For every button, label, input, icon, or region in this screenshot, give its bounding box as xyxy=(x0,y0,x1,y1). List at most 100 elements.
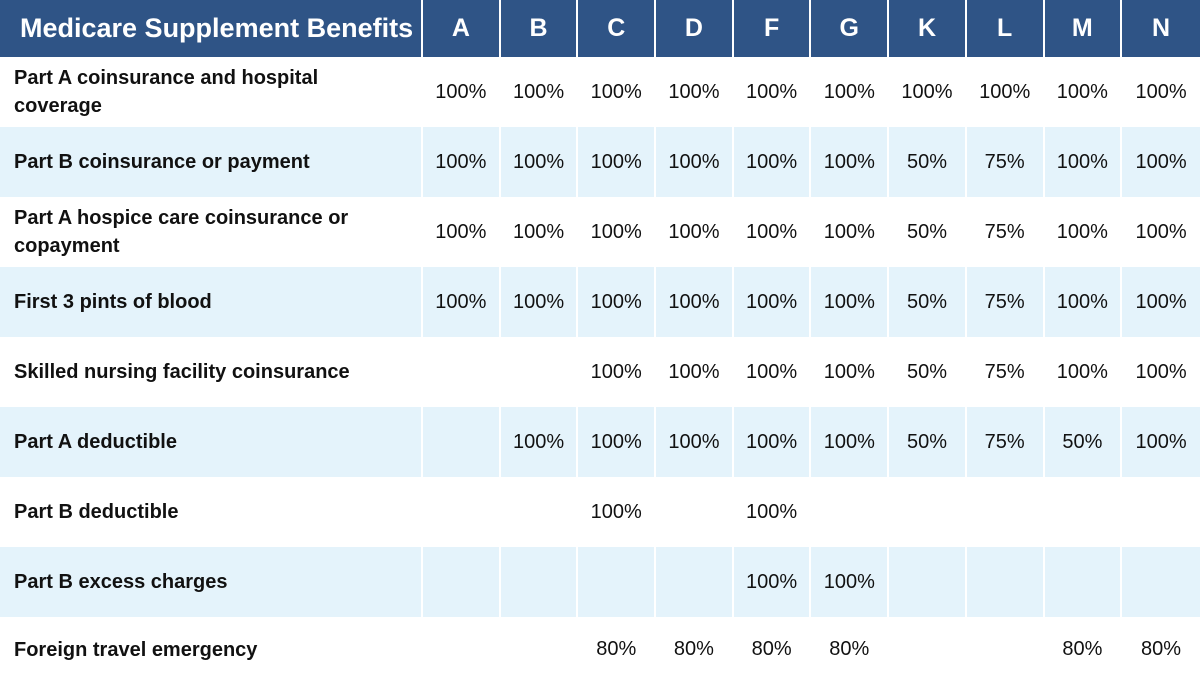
benefit-value-plan-n: 100% xyxy=(1122,267,1200,337)
benefit-value-plan-m: 100% xyxy=(1044,57,1123,127)
benefit-label: Part B excess charges xyxy=(0,547,423,617)
benefit-value-plan-n: 80% xyxy=(1122,617,1200,682)
benefit-value-plan-a xyxy=(423,617,501,682)
benefit-label: Part A coinsurance and hospital coverage xyxy=(0,57,423,127)
plan-header-f: F xyxy=(733,0,812,57)
benefit-value-plan-b: 100% xyxy=(500,57,579,127)
benefit-value-plan-a: 100% xyxy=(423,197,501,267)
table-title: Medicare Supplement Benefits xyxy=(0,0,423,57)
benefit-value-plan-b: 100% xyxy=(500,267,579,337)
benefit-value-plan-c: 100% xyxy=(578,57,657,127)
benefit-value-plan-n: 100% xyxy=(1122,337,1200,407)
benefit-label: Foreign travel emergency xyxy=(0,617,423,682)
benefit-value-plan-m xyxy=(1044,547,1123,617)
benefit-value-plan-b xyxy=(500,337,579,407)
benefit-value-plan-m xyxy=(1044,477,1123,547)
benefit-value-plan-d: 100% xyxy=(656,57,734,127)
benefit-value-plan-k xyxy=(889,477,967,547)
benefit-value-plan-l: 75% xyxy=(966,267,1045,337)
benefit-value-plan-a xyxy=(423,547,501,617)
benefit-value-plan-d: 100% xyxy=(656,407,734,477)
benefit-value-plan-n: 100% xyxy=(1122,197,1200,267)
benefit-value-plan-c: 100% xyxy=(578,407,657,477)
benefit-value-plan-l xyxy=(966,477,1045,547)
benefit-value-plan-f: 100% xyxy=(733,337,812,407)
benefit-value-plan-d: 100% xyxy=(656,267,734,337)
benefit-value-plan-d xyxy=(656,547,734,617)
benefit-value-plan-n: 100% xyxy=(1122,57,1200,127)
benefit-value-plan-f: 100% xyxy=(733,197,812,267)
plan-header-b: B xyxy=(500,0,579,57)
benefit-value-plan-g xyxy=(811,477,890,547)
benefit-value-plan-c: 100% xyxy=(578,127,657,197)
benefit-value-plan-b: 100% xyxy=(500,127,579,197)
benefit-value-plan-g: 100% xyxy=(811,197,890,267)
benefit-value-plan-c xyxy=(578,547,657,617)
benefit-value-plan-k xyxy=(889,617,967,682)
plan-header-l: L xyxy=(966,0,1045,57)
benefit-value-plan-m: 80% xyxy=(1044,617,1123,682)
benefit-value-plan-a: 100% xyxy=(423,127,501,197)
benefit-value-plan-g: 100% xyxy=(811,337,890,407)
benefit-label: Part B deductible xyxy=(0,477,423,547)
benefit-value-plan-l: 75% xyxy=(966,407,1045,477)
benefit-value-plan-d: 100% xyxy=(656,127,734,197)
benefit-value-plan-k: 50% xyxy=(889,337,967,407)
benefit-value-plan-l: 75% xyxy=(966,197,1045,267)
benefit-value-plan-a: 100% xyxy=(423,57,501,127)
benefit-value-plan-f: 100% xyxy=(733,547,812,617)
benefit-label: Part B coinsurance or payment xyxy=(0,127,423,197)
benefit-value-plan-m: 50% xyxy=(1044,407,1123,477)
benefit-value-plan-n xyxy=(1122,547,1200,617)
benefit-value-plan-g: 100% xyxy=(811,267,890,337)
benefit-value-plan-g: 100% xyxy=(811,127,890,197)
benefit-label: First 3 pints of blood xyxy=(0,267,423,337)
benefit-value-plan-f: 100% xyxy=(733,127,812,197)
benefit-value-plan-g: 100% xyxy=(811,547,890,617)
benefit-value-plan-f: 80% xyxy=(733,617,812,682)
plan-header-a: A xyxy=(423,0,501,57)
benefit-value-plan-l xyxy=(966,547,1045,617)
benefit-value-plan-b xyxy=(500,617,579,682)
benefit-label: Part A deductible xyxy=(0,407,423,477)
benefit-value-plan-k: 100% xyxy=(889,57,967,127)
benefit-value-plan-c: 100% xyxy=(578,197,657,267)
benefit-value-plan-f: 100% xyxy=(733,407,812,477)
benefit-value-plan-c: 100% xyxy=(578,337,657,407)
benefit-value-plan-k: 50% xyxy=(889,407,967,477)
plan-header-m: M xyxy=(1044,0,1123,57)
benefit-value-plan-k: 50% xyxy=(889,267,967,337)
benefit-label: Part A hospice care coinsurance or copay… xyxy=(0,197,423,267)
plan-header-n: N xyxy=(1122,0,1200,57)
benefit-value-plan-d: 100% xyxy=(656,337,734,407)
benefit-value-plan-b xyxy=(500,547,579,617)
benefit-value-plan-k xyxy=(889,547,967,617)
benefit-value-plan-a xyxy=(423,337,501,407)
benefit-value-plan-a: 100% xyxy=(423,267,501,337)
benefit-value-plan-b xyxy=(500,477,579,547)
benefit-value-plan-d: 100% xyxy=(656,197,734,267)
benefit-value-plan-n xyxy=(1122,477,1200,547)
benefit-value-plan-b: 100% xyxy=(500,407,579,477)
benefit-value-plan-m: 100% xyxy=(1044,197,1123,267)
benefit-value-plan-c: 100% xyxy=(578,477,657,547)
benefit-value-plan-b: 100% xyxy=(500,197,579,267)
plan-header-k: K xyxy=(889,0,967,57)
benefit-label: Skilled nursing facility coinsurance xyxy=(0,337,423,407)
benefit-value-plan-l: 75% xyxy=(966,337,1045,407)
benefit-value-plan-n: 100% xyxy=(1122,127,1200,197)
benefit-value-plan-g: 100% xyxy=(811,407,890,477)
benefit-value-plan-m: 100% xyxy=(1044,337,1123,407)
benefit-value-plan-l xyxy=(966,617,1045,682)
benefit-value-plan-c: 100% xyxy=(578,267,657,337)
benefit-value-plan-c: 80% xyxy=(578,617,657,682)
benefit-value-plan-l: 100% xyxy=(966,57,1045,127)
benefit-value-plan-f: 100% xyxy=(733,267,812,337)
benefit-value-plan-d: 80% xyxy=(656,617,734,682)
plan-header-c: C xyxy=(578,0,657,57)
benefit-value-plan-a xyxy=(423,477,501,547)
benefit-value-plan-m: 100% xyxy=(1044,267,1123,337)
plan-header-d: D xyxy=(656,0,734,57)
benefit-value-plan-d xyxy=(656,477,734,547)
